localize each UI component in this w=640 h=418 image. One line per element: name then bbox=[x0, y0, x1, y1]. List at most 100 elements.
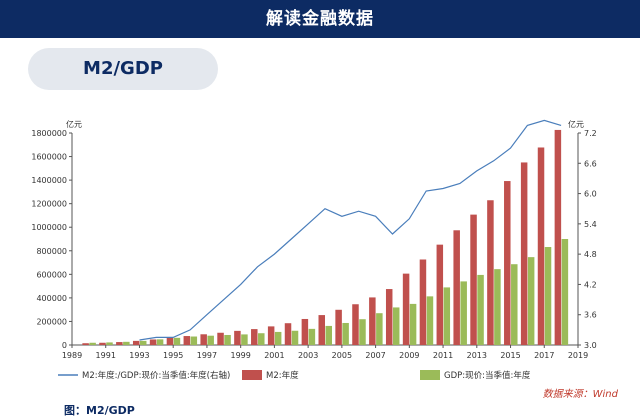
x-tick-label: 1991 bbox=[96, 351, 116, 360]
m2-bar bbox=[335, 309, 342, 345]
gdp-bar bbox=[409, 303, 417, 345]
x-tick-label: 1999 bbox=[230, 351, 250, 360]
gdp-bar bbox=[241, 334, 248, 345]
m2-bar bbox=[99, 342, 106, 345]
header-title: 解读金融数据 bbox=[266, 9, 374, 29]
section-title-pill: M2/GDP bbox=[28, 48, 218, 90]
legend-m2-swatch bbox=[242, 370, 262, 380]
y-left-tick-label: 400000 bbox=[36, 294, 67, 303]
x-tick-label: 2001 bbox=[264, 351, 284, 360]
gdp-bar bbox=[258, 333, 265, 345]
x-tick-label: 2011 bbox=[433, 351, 453, 360]
legend-gdp-label: GDP:现价:当季值:年度 bbox=[444, 370, 531, 381]
gdp-bar bbox=[527, 257, 535, 345]
gdp-bar bbox=[173, 337, 181, 345]
gdp-bar bbox=[392, 307, 400, 345]
m2-bar bbox=[284, 323, 292, 345]
m2-bar bbox=[183, 336, 191, 345]
y-right-tick-label: 6.0 bbox=[584, 190, 597, 199]
gdp-bar bbox=[511, 264, 518, 345]
y-left-tick-label: 1400000 bbox=[31, 176, 67, 185]
m2-bar bbox=[537, 147, 545, 345]
x-tick-label: 1997 bbox=[197, 351, 217, 360]
figure-caption: 图：M2/GDP bbox=[64, 404, 135, 417]
y-right-tick-label: 5.4 bbox=[584, 220, 597, 229]
page-header: 解读金融数据 bbox=[0, 0, 640, 38]
m2-bar bbox=[217, 332, 224, 345]
gdp-bar bbox=[477, 274, 484, 345]
y-right-tick-label: 7.2 bbox=[584, 129, 597, 138]
gdp-bar bbox=[561, 239, 569, 345]
m2-bar bbox=[554, 129, 562, 345]
data-source: 数据来源：Wind bbox=[542, 389, 618, 400]
m2-bar bbox=[318, 315, 325, 345]
gdp-bar bbox=[544, 247, 552, 345]
gdp-bar bbox=[123, 341, 130, 345]
m2-bar bbox=[166, 337, 174, 345]
m2-bar bbox=[369, 297, 376, 345]
y-left-tick-label: 1200000 bbox=[31, 200, 67, 209]
gdp-bar bbox=[190, 336, 198, 345]
m2-bar bbox=[234, 330, 241, 345]
m2-bar bbox=[149, 339, 157, 345]
x-tick-label: 2009 bbox=[399, 351, 419, 360]
gdp-bar bbox=[224, 334, 231, 345]
gdp-bar bbox=[274, 331, 282, 345]
m2-bar bbox=[436, 244, 444, 345]
m2-bar bbox=[470, 214, 477, 345]
gdp-bar bbox=[460, 281, 467, 345]
gdp-bar bbox=[139, 340, 147, 345]
legend-gdp-swatch bbox=[420, 370, 440, 380]
x-tick-label: 1989 bbox=[62, 351, 82, 360]
x-tick-label: 1993 bbox=[129, 351, 149, 360]
gdp-bar bbox=[308, 328, 316, 345]
gdp-bar bbox=[207, 335, 214, 345]
m2-bar bbox=[116, 342, 123, 345]
m2-bar bbox=[504, 181, 511, 345]
y-left-tick-label: 600000 bbox=[36, 270, 67, 279]
x-tick-label: 2015 bbox=[500, 351, 520, 360]
x-tick-label: 1995 bbox=[163, 351, 183, 360]
gdp-bar bbox=[156, 339, 164, 345]
y-left-tick-label: 800000 bbox=[36, 247, 67, 256]
x-tick-label: 2013 bbox=[467, 351, 487, 360]
x-tick-label: 2007 bbox=[365, 351, 385, 360]
y-right-unit: 亿元 bbox=[568, 119, 584, 129]
m2-bar bbox=[487, 200, 494, 345]
m2-bar bbox=[301, 318, 309, 345]
x-tick-label: 2019 bbox=[568, 351, 588, 360]
y-left-tick-label: 1800000 bbox=[31, 129, 67, 138]
m2-bar bbox=[352, 304, 359, 345]
y-right-tick-label: 3.6 bbox=[584, 311, 597, 320]
m2-bar bbox=[251, 329, 258, 345]
gdp-bar bbox=[359, 319, 366, 345]
y-left-tick-label: 0 bbox=[62, 341, 67, 350]
m2-bar bbox=[200, 334, 207, 345]
m2-bar bbox=[385, 289, 393, 345]
x-tick-label: 2003 bbox=[298, 351, 318, 360]
m2-bar bbox=[132, 340, 140, 345]
y-right-tick-label: 3.0 bbox=[584, 341, 597, 350]
y-right-tick-label: 4.2 bbox=[584, 280, 597, 289]
gdp-bar bbox=[443, 287, 451, 345]
x-tick-label: 2005 bbox=[332, 351, 352, 360]
gdp-bar bbox=[494, 269, 501, 345]
section-title: M2/GDP bbox=[83, 58, 163, 79]
y-left-tick-label: 200000 bbox=[36, 317, 67, 326]
y-right-tick-label: 6.6 bbox=[584, 159, 597, 168]
gdp-bar bbox=[106, 342, 113, 345]
gdp-bar bbox=[426, 296, 434, 345]
m2-bar bbox=[453, 230, 460, 345]
x-tick-label: 2017 bbox=[534, 351, 554, 360]
ratio-line bbox=[139, 119, 562, 341]
m2-bar bbox=[82, 343, 89, 345]
gdp-bar bbox=[291, 330, 299, 345]
legend-ratio-label: M2:年度:/GDP:现价:当季值:年度(右轴) bbox=[82, 370, 230, 381]
y-right-tick-label: 4.8 bbox=[584, 250, 597, 259]
y-left-tick-label: 1600000 bbox=[31, 153, 67, 162]
m2-bar bbox=[402, 273, 410, 345]
gdp-bar bbox=[325, 325, 332, 345]
gdp-bar bbox=[342, 322, 349, 345]
y-left-unit: 亿元 bbox=[66, 119, 82, 129]
